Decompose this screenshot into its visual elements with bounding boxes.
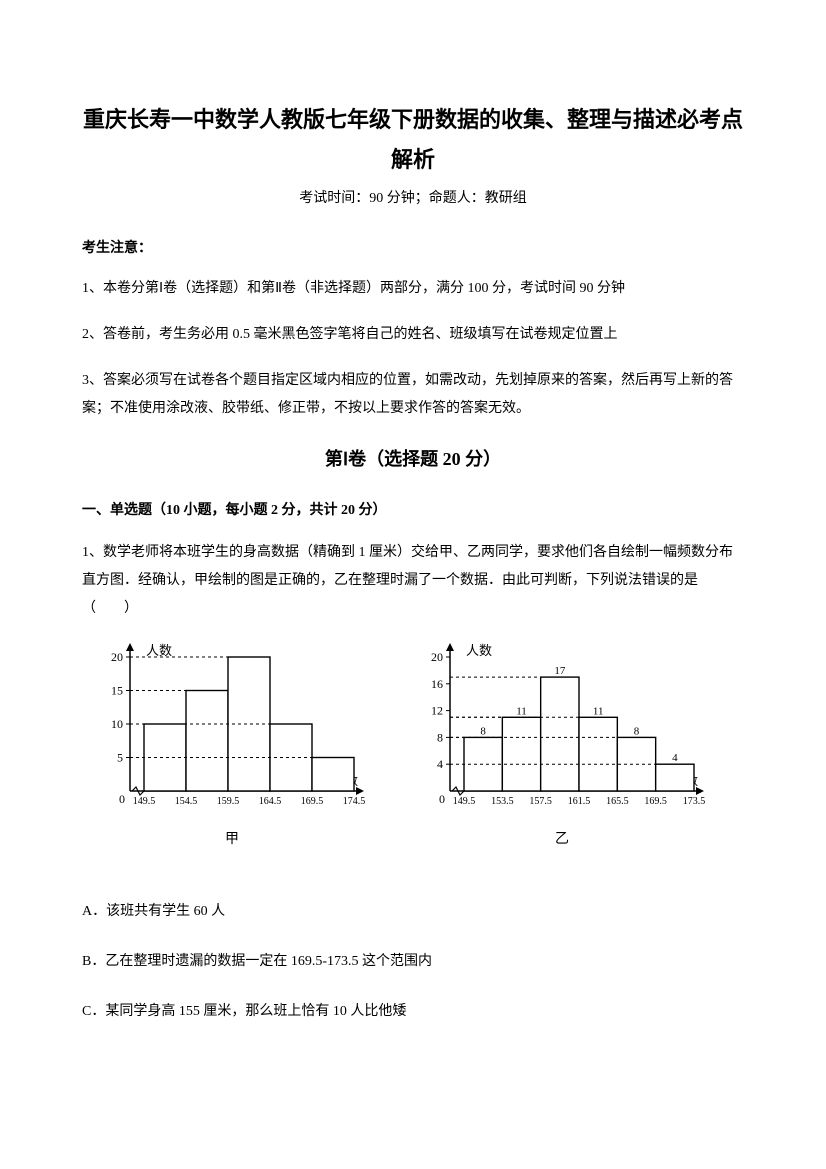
chart-wrapper-1: 人数分数05101520149.5154.5159.5164.5169.5174… xyxy=(92,639,372,848)
svg-text:174.5: 174.5 xyxy=(343,796,366,807)
document-title: 重庆长寿一中数学人教版七年级下册数据的收集、整理与描述必考点解析 xyxy=(82,100,744,179)
svg-text:159.5: 159.5 xyxy=(217,796,240,807)
charts-container: 人数分数05101520149.5154.5159.5164.5169.5174… xyxy=(92,639,744,848)
notice-header: 考生注意： xyxy=(82,237,744,257)
subsection-header: 一、单选题（10 小题，每小题 2 分，共计 20 分） xyxy=(82,499,744,519)
svg-text:11: 11 xyxy=(516,705,527,717)
svg-text:149.5: 149.5 xyxy=(453,796,476,807)
svg-text:17: 17 xyxy=(554,665,566,677)
svg-text:169.5: 169.5 xyxy=(301,796,324,807)
question-1-text: 1、数学老师将本班学生的身高数据（精确到 1 厘米）交给甲、乙两同学，要求他们各… xyxy=(82,539,744,623)
svg-text:154.5: 154.5 xyxy=(175,796,198,807)
histogram-chart-1: 人数分数05101520149.5154.5159.5164.5169.5174… xyxy=(92,639,372,819)
section-header: 第Ⅰ卷（选择题 20 分） xyxy=(82,445,744,471)
svg-text:8: 8 xyxy=(634,726,640,738)
svg-text:16: 16 xyxy=(431,677,443,691)
svg-text:0: 0 xyxy=(439,792,445,806)
svg-text:4: 4 xyxy=(672,752,678,764)
option-c: C．某同学身高 155 厘米，那么班上恰有 10 人比他矮 xyxy=(82,998,744,1026)
option-b: B．乙在整理时遗漏的数据一定在 169.5-173.5 这个范围内 xyxy=(82,948,744,976)
notice-item-3: 3、答案必须写在试卷各个题目指定区域内相应的位置，如需改动，先划掉原来的答案，然… xyxy=(82,367,744,423)
histogram-chart-2: 人数分数048121620811171184149.5153.5157.5161… xyxy=(412,639,712,819)
option-a: A．该班共有学生 60 人 xyxy=(82,898,744,926)
notice-item-1: 1、本卷分第Ⅰ卷（选择题）和第Ⅱ卷（非选择题）两部分，满分 100 分，考试时间… xyxy=(82,275,744,303)
svg-text:11: 11 xyxy=(593,705,604,717)
svg-text:5: 5 xyxy=(117,751,123,765)
chart-1-label: 甲 xyxy=(92,828,372,848)
svg-text:164.5: 164.5 xyxy=(259,796,282,807)
svg-text:20: 20 xyxy=(111,650,123,664)
svg-text:15: 15 xyxy=(111,684,123,698)
svg-text:8: 8 xyxy=(480,726,486,738)
svg-text:0: 0 xyxy=(119,792,125,806)
svg-text:173.5: 173.5 xyxy=(683,796,706,807)
svg-text:149.5: 149.5 xyxy=(133,796,156,807)
svg-text:12: 12 xyxy=(431,704,443,718)
document-subtitle: 考试时间：90 分钟；命题人：教研组 xyxy=(82,187,744,207)
svg-text:161.5: 161.5 xyxy=(568,796,591,807)
svg-text:4: 4 xyxy=(437,757,443,771)
svg-text:165.5: 165.5 xyxy=(606,796,629,807)
svg-text:10: 10 xyxy=(111,717,123,731)
svg-text:人数: 人数 xyxy=(146,643,172,658)
svg-text:169.5: 169.5 xyxy=(644,796,667,807)
chart-wrapper-2: 人数分数048121620811171184149.5153.5157.5161… xyxy=(412,639,712,848)
svg-text:157.5: 157.5 xyxy=(529,796,552,807)
svg-text:8: 8 xyxy=(437,731,443,745)
svg-text:人数: 人数 xyxy=(466,643,492,658)
svg-text:153.5: 153.5 xyxy=(491,796,513,807)
notice-item-2: 2、答卷前，考生务必用 0.5 毫米黑色签字笔将自己的姓名、班级填写在试卷规定位… xyxy=(82,321,744,349)
svg-text:20: 20 xyxy=(431,650,443,664)
chart-2-label: 乙 xyxy=(412,828,712,848)
